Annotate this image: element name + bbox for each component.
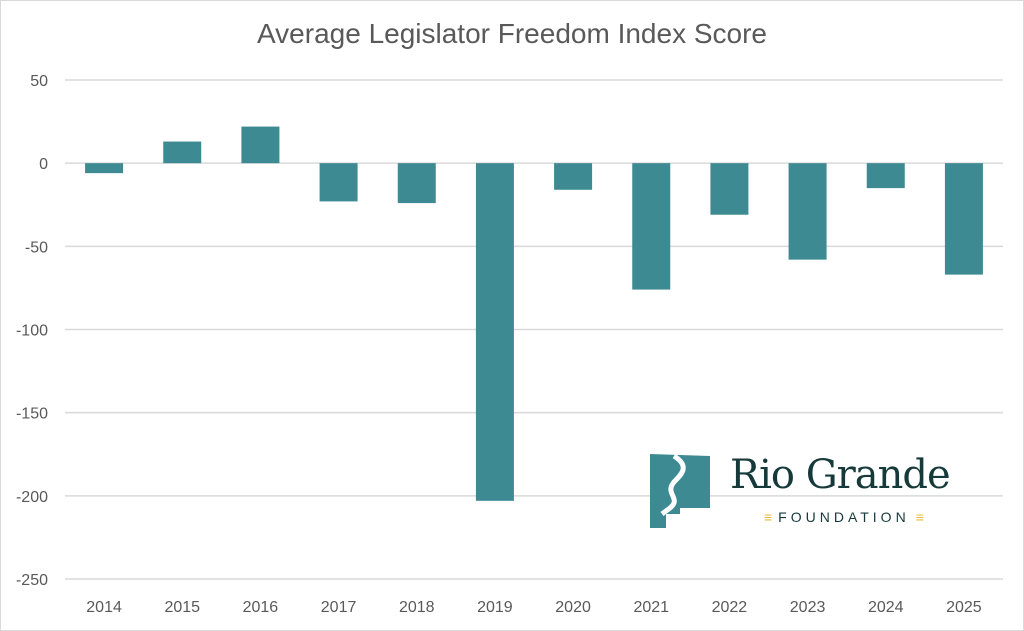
bar-2014: [85, 163, 124, 174]
bar-2021: [632, 163, 671, 290]
bar-2015: [163, 141, 202, 164]
bar-2019: [475, 163, 514, 501]
x-tick-label: 2023: [790, 599, 826, 616]
bar-2025: [944, 163, 983, 275]
y-tick-label: -200: [16, 489, 48, 506]
chart-title: Average Legislator Freedom Index Score: [257, 18, 767, 49]
x-tick-label: 2018: [399, 599, 435, 616]
x-tick-label: 2022: [712, 599, 748, 616]
y-tick-label: -50: [25, 239, 48, 256]
bar-2020: [554, 163, 593, 190]
y-tick-label: -150: [16, 406, 48, 423]
bar-2024: [866, 163, 905, 189]
bar-2016: [241, 126, 280, 164]
y-tick-label: -250: [16, 572, 48, 589]
y-tick-label: 50: [30, 73, 48, 90]
new-mexico-river-icon: [650, 453, 710, 528]
x-tick-label: 2025: [946, 599, 982, 616]
logo-name: Rio Grande: [730, 452, 951, 498]
bar-2022: [710, 163, 749, 215]
logo-subtitle: FOUNDATION: [758, 509, 930, 525]
y-tick-label: 0: [39, 156, 48, 173]
bar-2017: [319, 163, 358, 202]
y-tick-label: -100: [16, 323, 48, 340]
x-tick-label: 2017: [321, 599, 357, 616]
x-tick-label: 2024: [868, 599, 904, 616]
x-tick-label: 2020: [555, 599, 591, 616]
bar-2018: [397, 163, 436, 204]
x-tick-label: 2021: [633, 599, 669, 616]
x-tick-label: 2016: [243, 599, 279, 616]
rio-grande-foundation-logo: Rio Grande FOUNDATION: [642, 452, 962, 532]
x-tick-label: 2014: [86, 599, 122, 616]
x-tick-label: 2019: [477, 599, 513, 616]
bar-2023: [788, 163, 827, 260]
x-tick-label: 2015: [164, 599, 200, 616]
